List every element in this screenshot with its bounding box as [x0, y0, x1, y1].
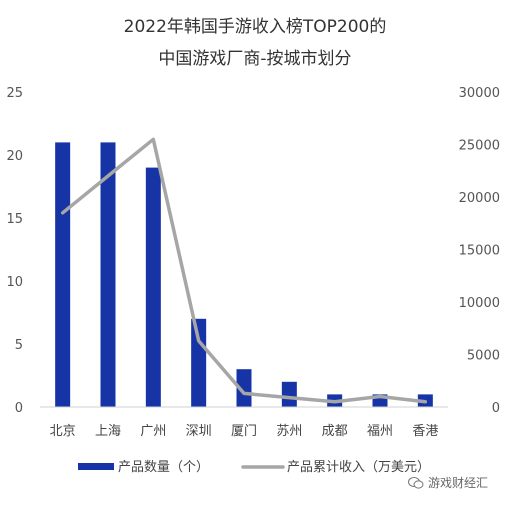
bar-北京	[55, 142, 71, 407]
revenue-point-深圳	[197, 339, 200, 343]
revenue-point-上海	[106, 174, 110, 178]
x-tick-label: 北京	[50, 424, 76, 439]
revenue-point-苏州	[288, 396, 291, 399]
revenue-point-香港	[424, 400, 427, 403]
watermark: 游戏财经汇	[408, 474, 488, 491]
chart-subtitle: 中国游戏厂商-按城市划分	[158, 49, 352, 69]
y-right-tick-label: 30000	[459, 86, 500, 101]
revenue-point-福州	[378, 395, 382, 398]
y-left-tick-label: 10	[6, 275, 23, 290]
legend-label-bar: 产品数量（个）	[118, 460, 209, 475]
bar-广州	[145, 167, 161, 407]
x-tick-label: 香港	[412, 424, 438, 439]
bar-深圳	[191, 318, 207, 407]
wechat-icon	[408, 476, 424, 489]
y-right-tick-label: 0	[492, 401, 500, 416]
y-right-tick-label: 10000	[459, 296, 500, 311]
x-tick-label: 厦门	[231, 424, 257, 439]
y-right-tick-label: 25000	[459, 139, 500, 154]
revenue-point-北京	[61, 211, 64, 214]
y-left-tick-label: 25	[6, 86, 23, 101]
x-tick-label: 成都	[322, 424, 348, 439]
y-left-tick-label: 15	[6, 212, 23, 227]
y-right-tick-label: 20000	[459, 191, 500, 206]
x-tick-label: 深圳	[186, 424, 212, 439]
y-left-tick-label: 20	[6, 149, 23, 164]
x-tick-label: 福州	[367, 424, 393, 439]
watermark-text: 游戏财经汇	[428, 476, 489, 490]
x-tick-label: 苏州	[276, 423, 302, 439]
revenue-line	[60, 137, 428, 404]
y-left-tick-label: 0	[15, 401, 23, 416]
legend-swatch-bar	[78, 463, 114, 470]
y-left-tick-label: 5	[15, 338, 23, 353]
revenue-point-厦门	[242, 392, 246, 395]
revenue-point-成都	[333, 400, 336, 403]
legend-label-line: 产品累计收入（万美元）	[287, 460, 430, 475]
y-right-tick-label: 5000	[467, 349, 500, 364]
bar-厦门	[236, 369, 252, 407]
x-tick-label: 广州	[140, 424, 166, 439]
y-right-tick-label: 15000	[459, 244, 500, 259]
x-tick-label: 上海	[95, 424, 121, 439]
bar-上海	[100, 142, 116, 407]
revenue-point-广州	[152, 138, 155, 141]
bar-苏州	[281, 381, 297, 407]
chart-title: 2022年韩国手游收入榜TOP200的	[123, 17, 387, 37]
